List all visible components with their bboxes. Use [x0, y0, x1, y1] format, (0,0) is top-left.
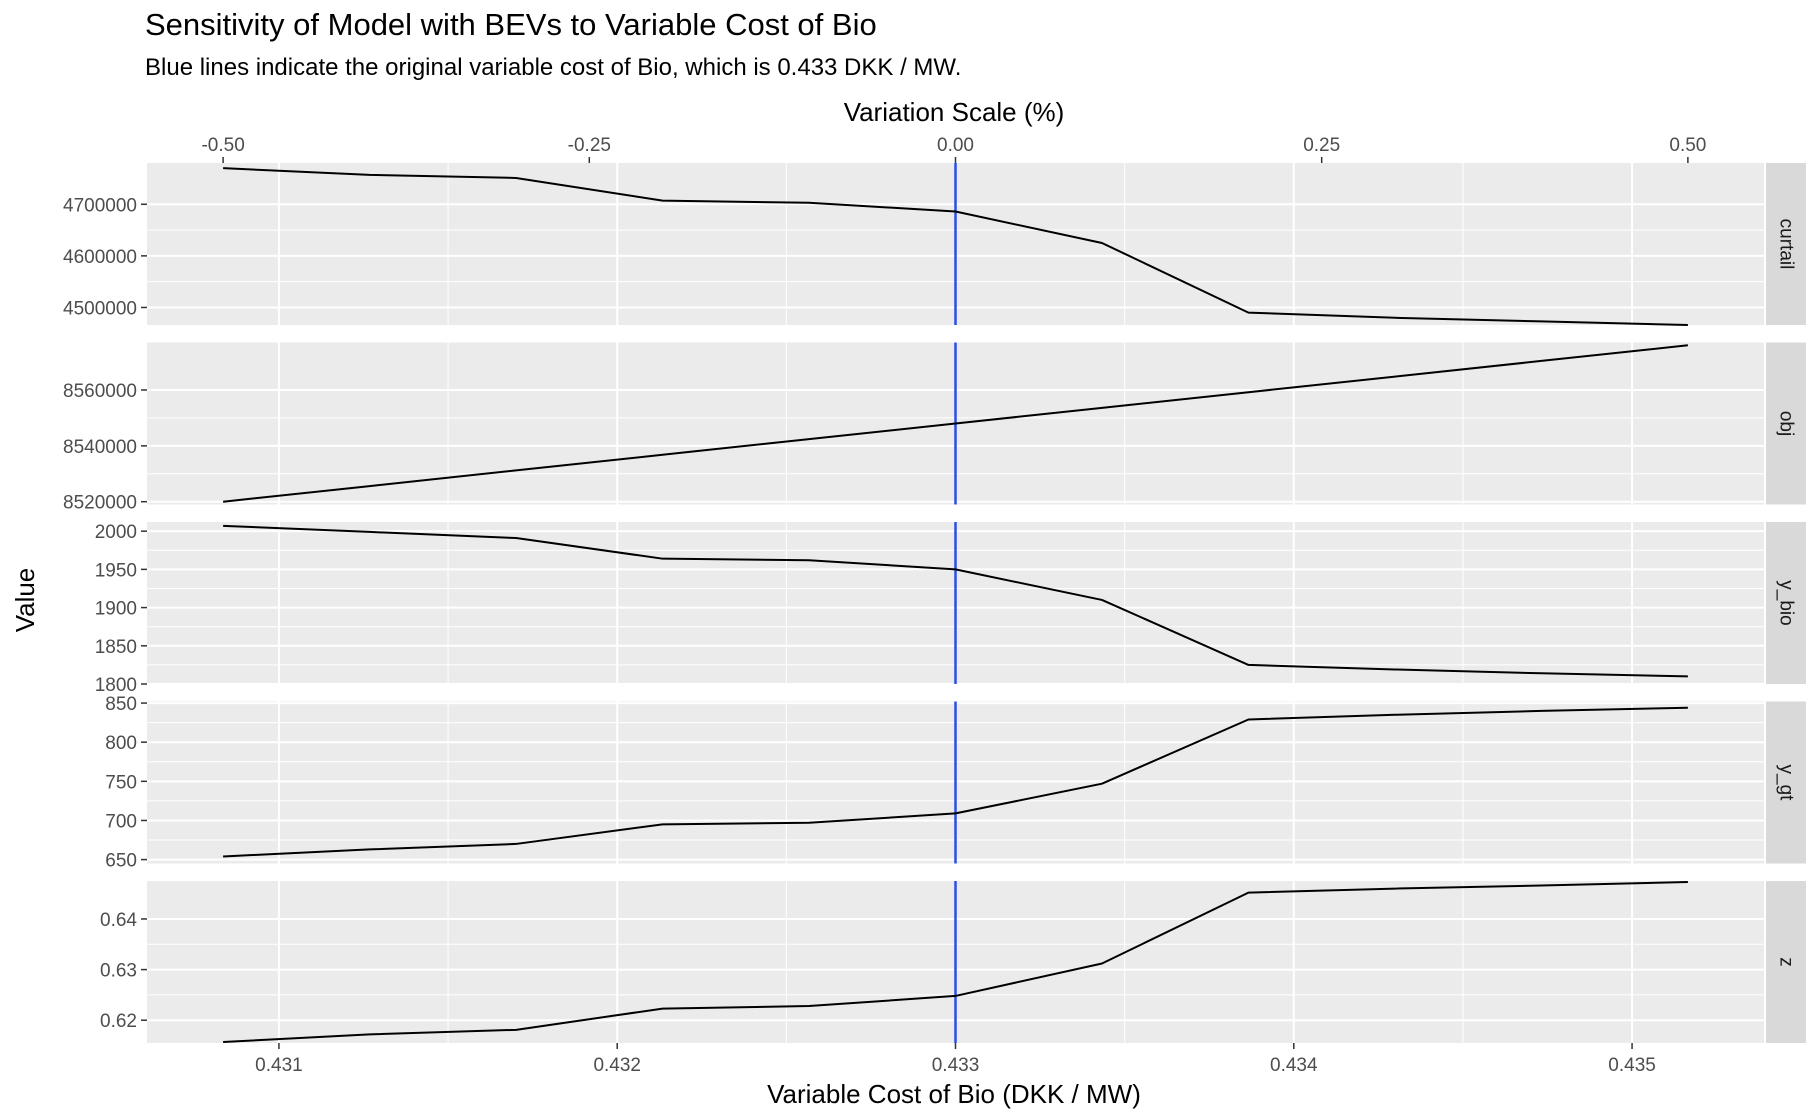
facet-strip [1766, 163, 1806, 325]
y-axis-tick-label: 1950 [95, 560, 137, 581]
y-axis-tick-label: 4700000 [63, 195, 137, 216]
y-axis-tick-label: 800 [105, 733, 137, 754]
facet-strip-label: curtail [1776, 219, 1797, 270]
top-axis-tick-label: 0.50 [1669, 135, 1706, 156]
y-axis-tick-label: 4600000 [63, 247, 137, 268]
series-line-y-bio [223, 524, 1688, 678]
top-axis-tick-label: 0.00 [937, 135, 974, 156]
bottom-axis-title: Variable Cost of Bio (DKK / MW) [767, 1079, 1141, 1109]
y-axis-tick-label: 0.62 [100, 1011, 137, 1032]
y-axis-tick-label: 1900 [95, 599, 137, 620]
y-axis-tick-label: 700 [105, 811, 137, 832]
top-axis-tick-label: 0.25 [1303, 135, 1340, 156]
y-axis-tick-label: 8540000 [63, 437, 137, 458]
y-axis-tick-label: 0.64 [100, 910, 137, 931]
facet-strip-label: obj [1776, 411, 1797, 436]
top-axis-tick-label: -0.50 [201, 135, 244, 156]
y-axis-tick-label: 1800 [95, 675, 137, 696]
top-axis-tick-label: -0.25 [568, 135, 611, 156]
bottom-axis-tick-label: 0.435 [1608, 1055, 1656, 1076]
y-axis-tick-label: 0.63 [100, 961, 137, 982]
y-axis-tick-label: 1850 [95, 637, 137, 658]
chart-subtitle: Blue lines indicate the original variabl… [145, 54, 961, 81]
y-axis-tick-label: 2000 [95, 522, 137, 543]
facet-strip [1766, 701, 1806, 864]
bottom-axis-tick-label: 0.433 [932, 1055, 980, 1076]
y-axis-tick-label: 650 [105, 851, 137, 872]
facet-strip [1766, 522, 1806, 684]
series-line-z [223, 881, 1688, 1043]
y-axis-tick-label: 750 [105, 772, 137, 793]
facet-strip [1766, 342, 1806, 505]
facet-strip-label: y_gt [1776, 765, 1797, 802]
facet-strip [1766, 881, 1806, 1043]
series-line-curtail [223, 167, 1688, 326]
facet-strip-label: y_bio [1776, 580, 1797, 625]
bottom-axis-tick-label: 0.432 [593, 1055, 641, 1076]
y-axis-tick-label: 4500000 [63, 298, 137, 319]
bottom-axis-tick-label: 0.434 [1270, 1055, 1318, 1076]
bottom-axis-tick-label: 0.431 [255, 1055, 303, 1076]
facet-strip-label: z [1776, 957, 1797, 967]
chart-title: Sensitivity of Model with BEVs to Variab… [145, 7, 877, 42]
y-axis-tick-label: 8560000 [63, 381, 137, 402]
series-line-y-gt [223, 706, 1688, 858]
y-axis-tick-label: 850 [105, 694, 137, 715]
y-axis-tick-label: 8520000 [63, 493, 137, 514]
facet-panels: -0.50 -0.25 0.00 0.25 0.50 4500000 4600000 4700… [63, 135, 1806, 1076]
y-axis-title: Value [10, 568, 40, 633]
series-line-obj [223, 344, 1688, 503]
top-axis-title: Variation Scale (%) [844, 97, 1065, 127]
